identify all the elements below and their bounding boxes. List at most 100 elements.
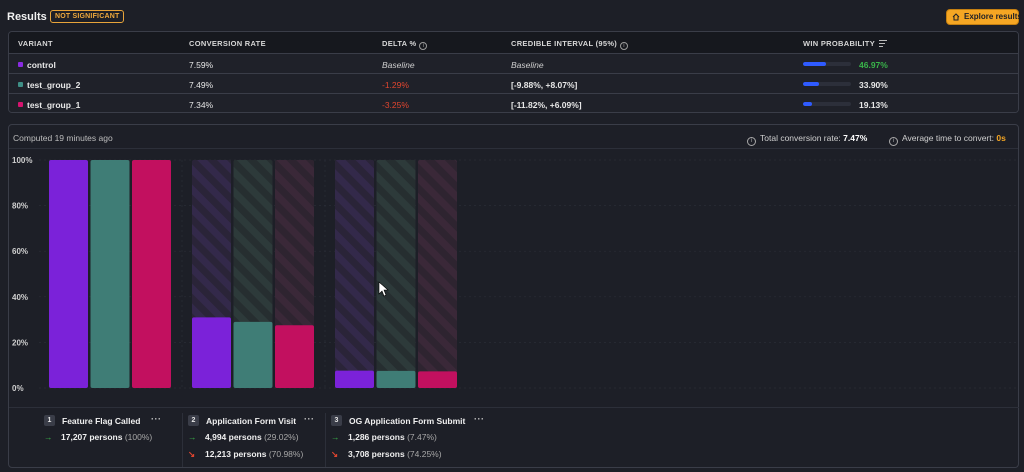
bar-control-step-1[interactable]: [49, 160, 88, 388]
funnel-step-3[interactable]: 3 OG Application Form Submit ··· → 1,286 …: [331, 414, 511, 465]
converted-percent: (100%): [124, 432, 153, 442]
sort-icon[interactable]: [879, 40, 887, 47]
step-converted[interactable]: → 1,286 persons (7.47%): [331, 432, 437, 442]
mouse-cursor: [378, 281, 389, 297]
funnel-steps-legend: [9, 407, 1019, 467]
y-tick-label: 80%: [12, 202, 28, 211]
win-probability-fill: [803, 102, 813, 106]
bar-control-step-2[interactable]: [192, 317, 231, 388]
table-row: test_group_2 7.49% -1.29% [-9.88%, +8.07…: [9, 74, 1018, 94]
more-options-icon[interactable]: ···: [151, 414, 162, 424]
y-tick-label: 100%: [12, 156, 32, 165]
column-credible-interval: CREDIBLE INTERVAL (95%) i: [511, 39, 629, 50]
average-time-to-convert: i Average time to convert: 0s: [889, 133, 1006, 146]
computed-timestamp: Computed 19 minutes ago: [13, 133, 113, 143]
converted-count: 1,286 persons: [348, 432, 405, 442]
step-title: OG Application Form Submit: [349, 416, 466, 426]
win-probability-bar: [803, 62, 851, 66]
credible-interval: [-9.88%, +8.07%]: [511, 80, 578, 90]
delta-value: -3.25%: [382, 100, 409, 110]
funnel-panel: Computed 19 minutes ago i Total conversio…: [8, 124, 1019, 468]
win-probability-fill: [803, 62, 826, 66]
bar-test_group_1-step-1[interactable]: [132, 160, 171, 388]
info-icon[interactable]: i: [747, 137, 756, 146]
column-variant: VARIANT: [18, 39, 53, 48]
conversion-rate: 7.34%: [189, 100, 214, 110]
y-tick-label: 40%: [12, 293, 28, 302]
delta-value: -1.29%: [382, 80, 409, 90]
dropped-percent: (70.98%): [268, 449, 304, 459]
funnel-step-2[interactable]: 2 Application Form Visit ··· → 4,994 pers…: [188, 414, 328, 465]
table-row: control 7.59% Baseline Baseline 46.97%: [9, 54, 1018, 74]
win-probability-bar: [803, 82, 851, 86]
converted-count: 17,207 persons: [61, 432, 123, 442]
y-tick-label: 60%: [12, 247, 28, 256]
bar-test_group_2-step-2[interactable]: [233, 321, 273, 388]
info-icon[interactable]: i: [419, 42, 428, 50]
results-header: Results NOT SIGNIFICANT Explore results: [0, 0, 1024, 32]
y-tick-label: 0%: [12, 384, 24, 393]
step-converted[interactable]: → 4,994 persons (29.02%): [188, 432, 299, 442]
total-conversion-label: Total conversion rate:: [760, 133, 841, 143]
more-options-icon[interactable]: ···: [304, 414, 315, 424]
step-dropped[interactable]: ↘ 3,708 persons (74.25%): [331, 449, 442, 460]
column-delta-label: DELTA %: [382, 39, 417, 48]
bar-control-step-3[interactable]: [335, 370, 374, 388]
step-number: 1: [44, 415, 55, 426]
funnel-chart: 100% 80% 60% 40% 20% 0%: [12, 156, 1017, 393]
variant-name: test_group_1: [27, 100, 81, 110]
bar-dropoff-area: [335, 160, 374, 388]
column-credible-interval-label: CREDIBLE INTERVAL (95%): [511, 39, 618, 48]
bar-test_group_2-step-1[interactable]: [90, 160, 130, 388]
home-icon: [952, 13, 960, 21]
win-probability: 33.90%: [859, 80, 888, 90]
explore-results-button[interactable]: Explore results: [946, 9, 1022, 25]
avg-time-value: 0s: [996, 133, 1006, 143]
bar-dropoff-area: [376, 160, 416, 388]
info-icon[interactable]: i: [889, 137, 898, 146]
variant-name: control: [27, 60, 56, 70]
table-header: VARIANT CONVERSION RATE DELTA % i CREDIBL…: [9, 32, 1018, 54]
info-icon[interactable]: i: [620, 42, 629, 50]
dropped-count: 12,213 persons: [205, 449, 267, 459]
column-conversion-rate: CONVERSION RATE: [189, 39, 266, 48]
step-divider: [182, 413, 183, 467]
funnel-step-1[interactable]: 1 Feature Flag Called ··· → 17,207 person…: [44, 414, 184, 465]
results-table: VARIANT CONVERSION RATE DELTA % i CREDIBL…: [8, 31, 1019, 113]
variant-name: test_group_2: [27, 80, 81, 90]
step-number: 3: [331, 415, 342, 426]
table-row: test_group_1 7.34% -3.25% [-11.82%, +6.0…: [9, 94, 1018, 112]
arrow-right-icon: →: [44, 432, 53, 442]
win-probability: 19.13%: [859, 100, 888, 110]
dropped-percent: (74.25%): [407, 449, 442, 459]
total-conversion-rate: i Total conversion rate: 7.47%: [747, 133, 867, 146]
bar-test_group_2-step-3[interactable]: [376, 370, 416, 388]
funnel-toolbar: Computed 19 minutes ago i Total conversio…: [9, 125, 1018, 149]
column-win-probability[interactable]: WIN PROBABILITY: [803, 39, 887, 48]
bar-test_group_1-step-3[interactable]: [418, 371, 457, 388]
arrow-right-icon: →: [188, 432, 197, 442]
step-title: Application Form Visit: [206, 416, 297, 426]
significance-badge: NOT SIGNIFICANT: [50, 10, 125, 23]
converted-count: 4,994 persons: [205, 432, 262, 442]
column-delta: DELTA % i: [382, 39, 428, 50]
conversion-rate: 7.49%: [189, 80, 214, 90]
dropped-count: 3,708 persons: [348, 449, 405, 459]
more-options-icon[interactable]: ···: [474, 414, 485, 424]
arrow-down-right-icon: ↘: [331, 449, 339, 459]
explore-results-label: Explore results: [964, 12, 1022, 21]
bar-test_group_1-step-2[interactable]: [275, 325, 314, 388]
converted-percent: (7.47%): [407, 432, 437, 442]
column-win-probability-label: WIN PROBABILITY: [803, 39, 875, 48]
results-title: Results: [7, 11, 47, 23]
step-dropped[interactable]: ↘ 12,213 persons (70.98%): [188, 449, 303, 460]
credible-interval: [-11.82%, +6.09%]: [511, 100, 582, 110]
win-probability: 46.97%: [859, 60, 888, 70]
arrow-right-icon: →: [331, 432, 340, 442]
step-converted[interactable]: → 17,207 persons (100%): [44, 432, 152, 442]
avg-time-label: Average time to convert:: [902, 133, 994, 143]
step-number: 2: [188, 415, 199, 426]
conversion-rate: 7.59%: [189, 60, 214, 70]
step-divider: [325, 413, 326, 467]
converted-percent: (29.02%): [264, 432, 299, 442]
